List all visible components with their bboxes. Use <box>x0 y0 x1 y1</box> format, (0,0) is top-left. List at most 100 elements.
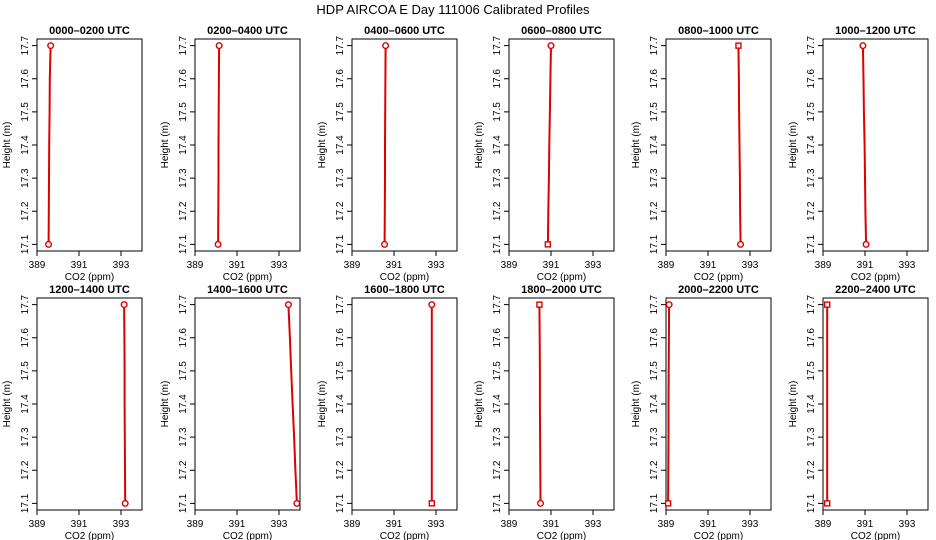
x-tick-label: 389 <box>344 519 361 530</box>
y-tick-label: 17.4 <box>20 394 31 414</box>
y-tick-label: 17.5 <box>335 361 346 381</box>
y-tick-label: 17.2 <box>492 201 503 221</box>
y-tick-label: 17.5 <box>20 361 31 381</box>
y-tick-label: 17.2 <box>178 460 189 480</box>
y-axis-label: Height (m) <box>474 122 485 169</box>
y-tick-label: 17.2 <box>178 201 189 221</box>
square-marker <box>428 500 435 507</box>
y-tick-label: 17.1 <box>20 234 31 254</box>
x-axis-label: CO2 (ppm) <box>851 272 900 283</box>
y-tick-label: 17.4 <box>649 135 660 155</box>
circle-marker <box>862 240 870 248</box>
y-tick-label: 17.3 <box>649 168 660 188</box>
y-tick-label: 17.6 <box>20 69 31 89</box>
y-tick-label: 17.3 <box>335 168 346 188</box>
x-tick-label: 393 <box>428 519 445 530</box>
y-tick-label: 17.6 <box>178 69 189 89</box>
profile-line <box>287 304 298 504</box>
square-marker <box>824 500 831 507</box>
circle-marker <box>537 499 545 507</box>
y-tick-label: 17.2 <box>649 201 660 221</box>
y-tick-label: 17.7 <box>492 294 503 314</box>
x-tick-label: 391 <box>543 260 560 271</box>
y-tick-label: 17.2 <box>806 460 817 480</box>
x-tick-label: 389 <box>815 260 832 271</box>
panel-title: 1800–2000 UTC <box>521 284 602 296</box>
y-tick-label: 17.7 <box>178 35 189 55</box>
y-axis-label: Height (m) <box>788 381 799 428</box>
y-tick-label: 17.4 <box>335 394 346 414</box>
y-axis-label: Height (m) <box>317 381 328 428</box>
x-axis-label: CO2 (ppm) <box>223 531 272 540</box>
panel-title: 2000–2200 UTC <box>678 284 759 296</box>
y-tick-label: 17.6 <box>806 328 817 348</box>
y-tick-label: 17.6 <box>492 328 503 348</box>
profile-line <box>383 45 387 245</box>
y-tick-label: 17.7 <box>806 35 817 55</box>
y-tick-label: 17.2 <box>20 460 31 480</box>
y-axis-label: Height (m) <box>2 122 13 169</box>
y-tick-label: 17.6 <box>335 69 346 89</box>
profile-line <box>667 304 671 504</box>
panel-title: 1200–1400 UTC <box>49 284 130 296</box>
circle-marker <box>382 42 390 50</box>
panel-title: 0000–0200 UTC <box>49 25 130 37</box>
y-tick-label: 17.3 <box>20 168 31 188</box>
panel-title: 1400–1600 UTC <box>207 284 288 296</box>
y-tick-label: 17.5 <box>649 361 660 381</box>
x-tick-label: 389 <box>501 260 518 271</box>
square-marker <box>664 500 672 507</box>
panel-title: 2200–2400 UTC <box>835 284 916 296</box>
square-marker <box>824 301 831 308</box>
y-tick-label: 17.4 <box>649 394 660 414</box>
x-tick-label: 389 <box>344 260 361 271</box>
y-tick-label: 17.3 <box>178 168 189 188</box>
y-tick-label: 17.1 <box>178 493 189 513</box>
x-tick-label: 391 <box>857 519 874 530</box>
y-tick-label: 17.4 <box>178 394 189 414</box>
y-axis-label: Height (m) <box>788 122 799 169</box>
x-tick-label: 391 <box>700 519 717 530</box>
y-tick-label: 17.6 <box>649 69 660 89</box>
x-tick-label: 391 <box>229 519 246 530</box>
y-tick-label: 17.6 <box>20 328 31 348</box>
y-tick-label: 17.2 <box>335 460 346 480</box>
x-axis-label: CO2 (ppm) <box>537 272 586 283</box>
y-tick-label: 17.7 <box>492 35 503 55</box>
circle-marker <box>284 301 292 309</box>
y-tick-label: 17.1 <box>649 493 660 513</box>
y-tick-label: 17.4 <box>178 135 189 155</box>
y-tick-label: 17.6 <box>806 69 817 89</box>
profile-line <box>47 45 52 245</box>
circle-marker <box>121 499 129 507</box>
y-tick-label: 17.2 <box>806 201 817 221</box>
profile-line <box>737 45 742 245</box>
square-marker <box>544 241 552 248</box>
y-tick-label: 17.3 <box>335 427 346 447</box>
x-tick-label: 393 <box>742 519 759 530</box>
y-tick-label: 17.1 <box>492 493 503 513</box>
x-tick-label: 393 <box>271 260 288 271</box>
y-tick-label: 17.7 <box>649 294 660 314</box>
profile-line <box>217 45 221 245</box>
y-tick-label: 17.5 <box>649 102 660 122</box>
y-axis-label: Height (m) <box>2 381 13 428</box>
x-tick-label: 393 <box>585 260 602 271</box>
square-marker <box>536 301 543 308</box>
y-tick-label: 17.5 <box>335 102 346 122</box>
x-tick-label: 391 <box>71 260 88 271</box>
y-tick-label: 17.1 <box>335 234 346 254</box>
y-tick-label: 17.2 <box>335 201 346 221</box>
y-tick-label: 17.3 <box>806 427 817 447</box>
x-tick-label: 389 <box>658 519 675 530</box>
x-tick-label: 391 <box>700 260 717 271</box>
x-tick-label: 391 <box>386 260 403 271</box>
x-tick-label: 393 <box>271 519 288 530</box>
